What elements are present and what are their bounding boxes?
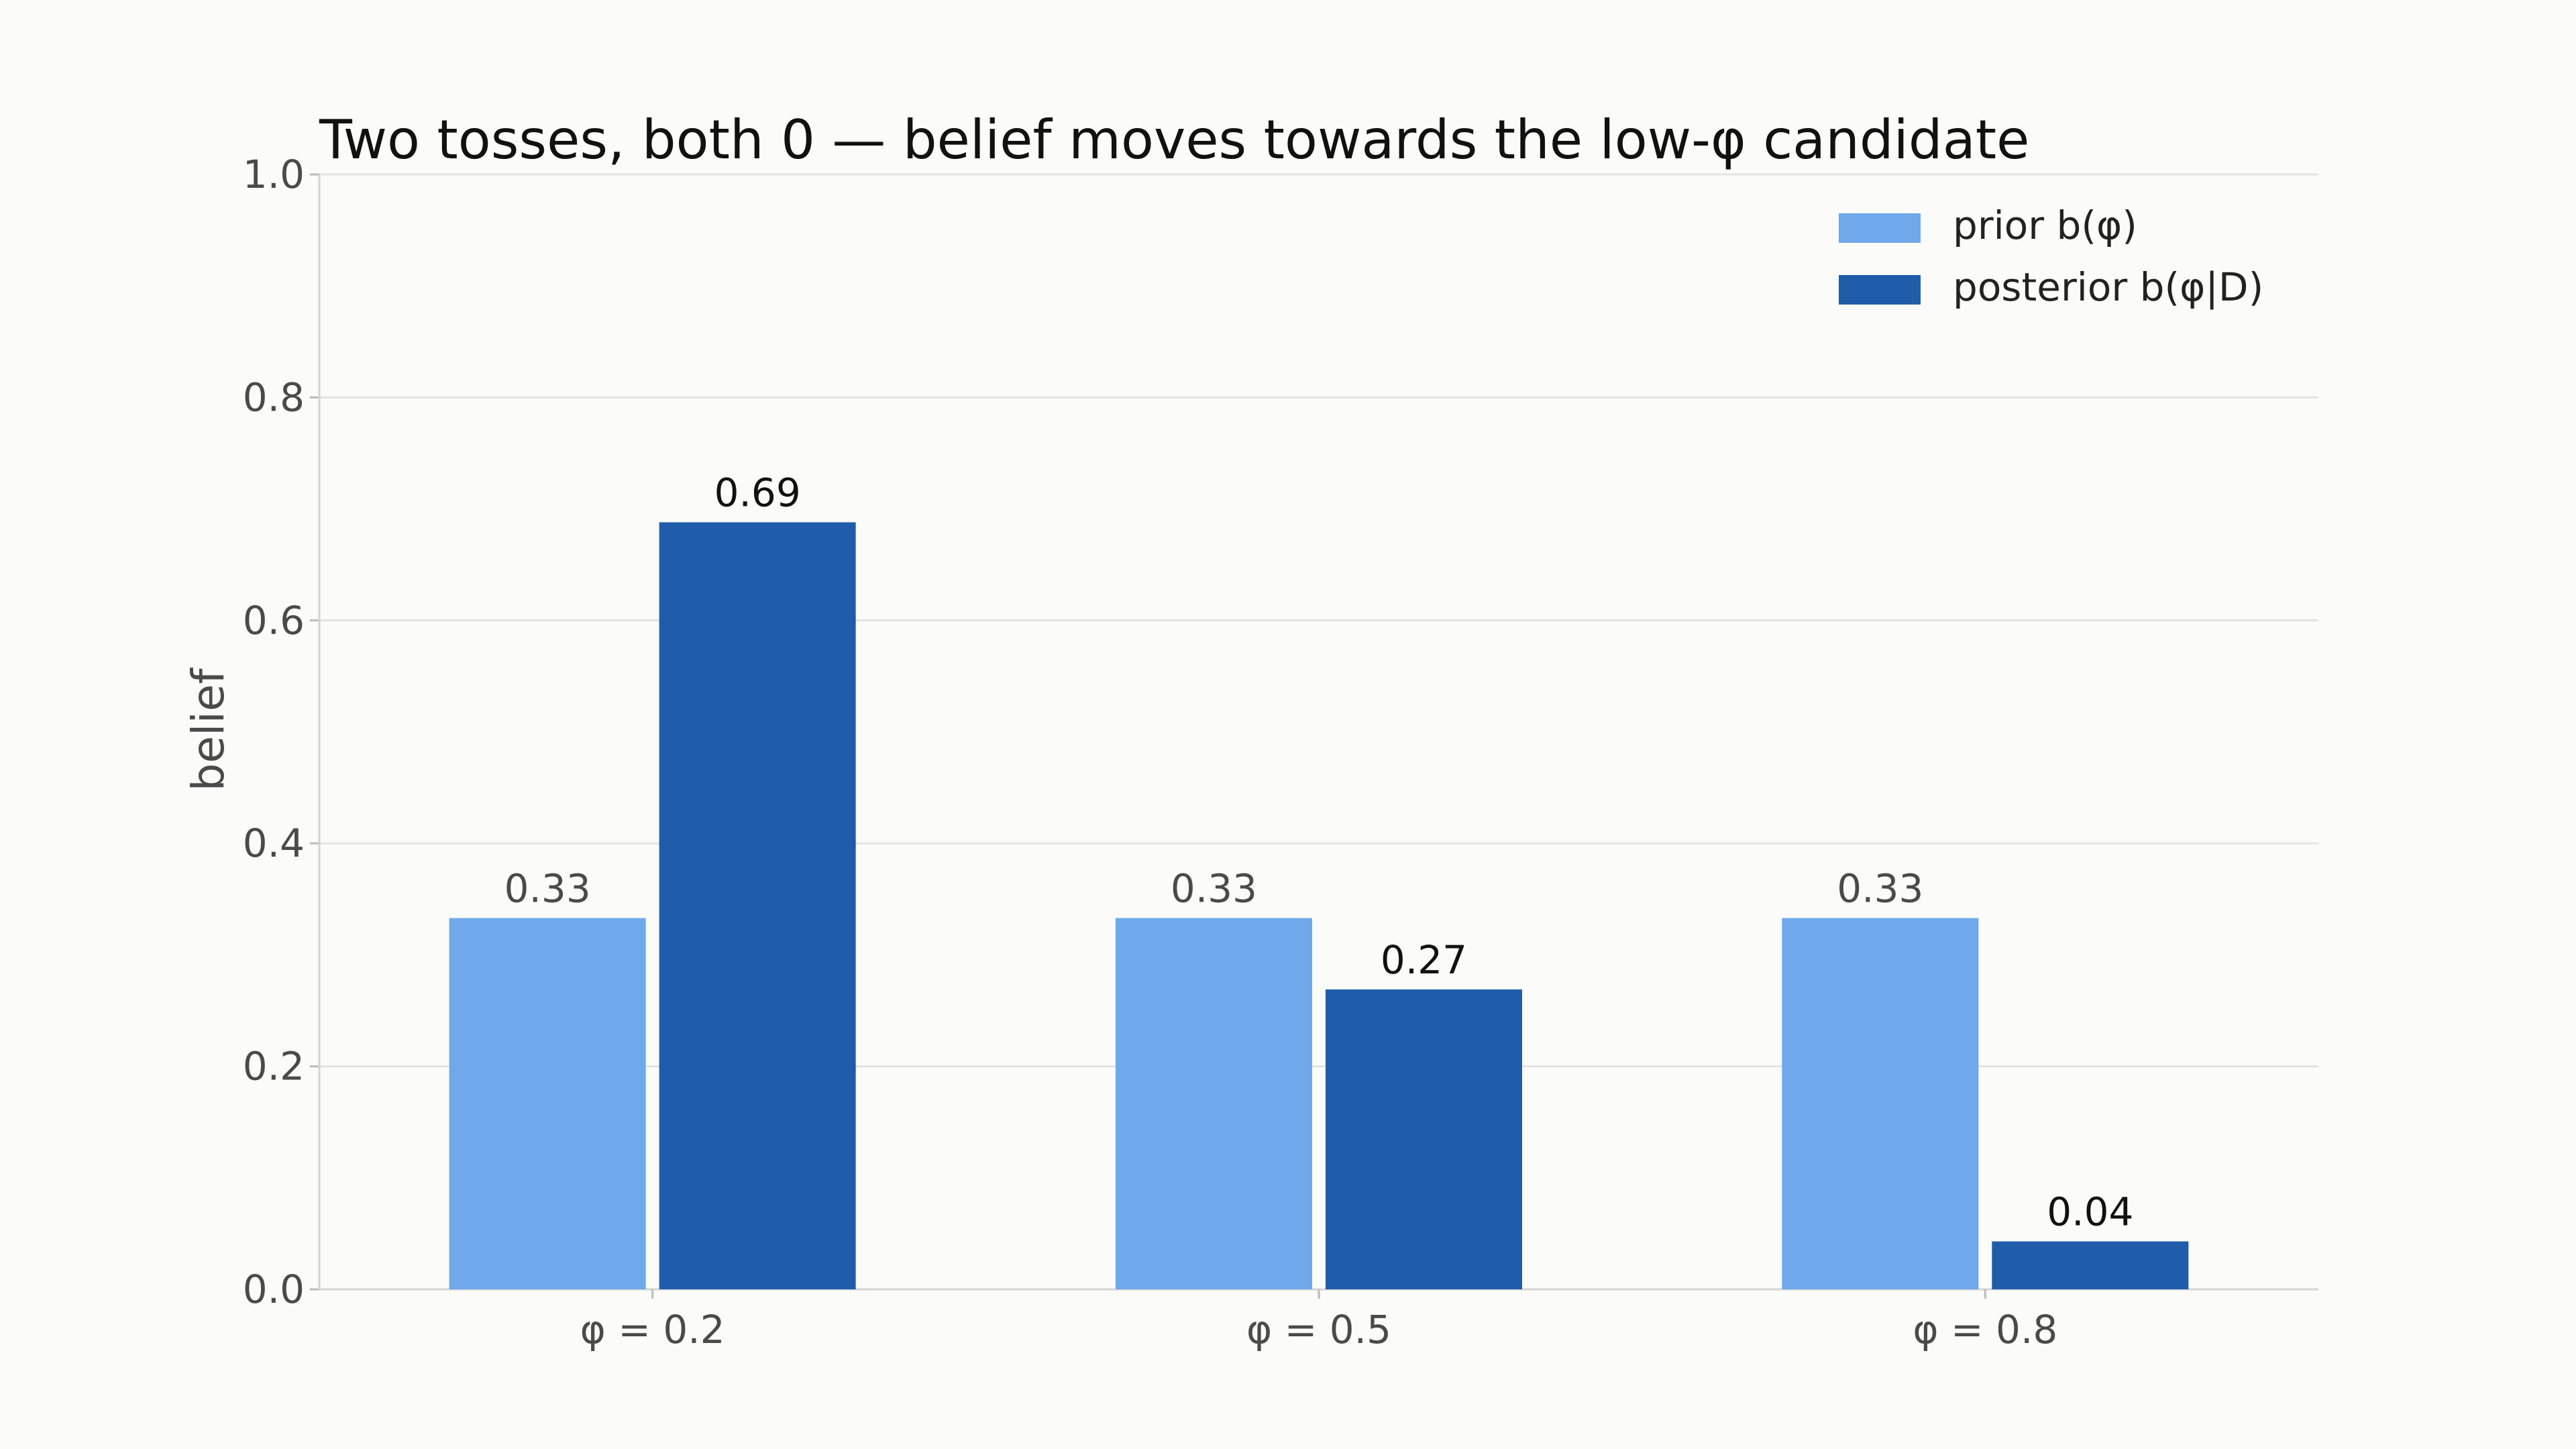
y-tick-label: 0.8: [243, 374, 305, 420]
x-tick-label: φ = 0.2: [580, 1307, 725, 1352]
prior-bar: [1782, 918, 1979, 1289]
y-tick-label: 0.6: [243, 598, 305, 643]
posterior-bar: [1326, 989, 1522, 1289]
posterior-bar: [1992, 1241, 2189, 1289]
y-tick-label: 1.0: [243, 152, 305, 197]
axes: 0.0 0.2 0.4 0.6 0.8 1.0 φ = 0.2 φ = 0.5 φ = 0.8: [243, 152, 2318, 1352]
posterior-bar: [659, 522, 856, 1290]
y-tick-label: 0.0: [243, 1267, 305, 1312]
y-tick-label: 0.2: [243, 1044, 305, 1089]
prior-value-label: 0.33: [1837, 866, 1923, 912]
value-labels: 0.33 0.69 0.33 0.27 0.33 0.04: [504, 470, 2134, 1235]
posterior-value-label: 0.27: [1381, 937, 1467, 983]
prior-value-label: 0.33: [504, 866, 591, 912]
bars: [449, 522, 2189, 1290]
y-tick-label: 0.4: [243, 820, 305, 866]
x-tick-label: φ = 0.8: [1913, 1307, 2057, 1352]
legend-swatch: [1839, 213, 1921, 243]
y-axis-label: belief: [182, 667, 234, 792]
chart-title: Two tosses, both 0 — belief moves toward…: [319, 109, 2029, 171]
legend: prior b(φ) posterior b(φ|D): [1839, 203, 2263, 310]
legend-swatch: [1839, 275, 1921, 305]
x-tick-label: φ = 0.5: [1246, 1307, 1391, 1352]
legend-entry: prior b(φ): [1953, 203, 2137, 248]
prior-value-label: 0.33: [1171, 866, 1257, 912]
prior-bar: [1116, 918, 1312, 1289]
prior-bar: [449, 918, 646, 1289]
posterior-value-label: 0.04: [2047, 1189, 2133, 1235]
legend-entry: posterior b(φ|D): [1953, 264, 2263, 310]
posterior-value-label: 0.69: [714, 470, 801, 516]
